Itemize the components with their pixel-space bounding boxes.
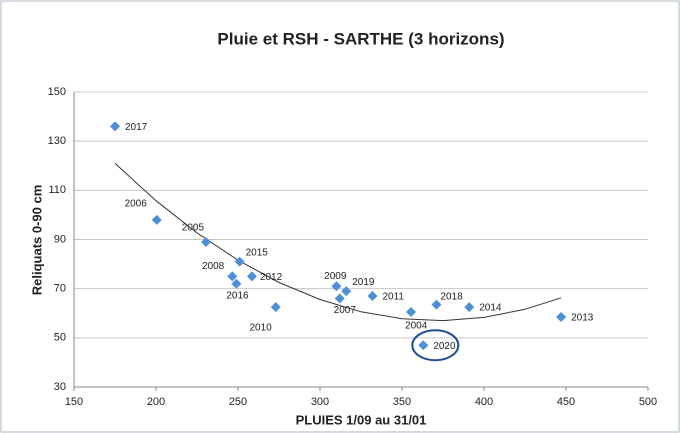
point (246, 271, 257, 282)
trendline (114, 162, 562, 322)
highlight-ellipse (411, 329, 460, 362)
x-axis-label: PLUIES 1/09 au 31/01 (296, 412, 427, 427)
x-tick-label: 350 (393, 396, 411, 408)
x-tick-label: 250 (229, 396, 247, 408)
point-label: 2018 (440, 291, 463, 302)
x-tick-label: 150 (65, 396, 83, 408)
y-tick-label: 130 (48, 135, 66, 147)
point-label: 2014 (479, 303, 502, 314)
point (227, 271, 238, 282)
point (464, 302, 475, 313)
point (341, 286, 352, 297)
point (331, 281, 342, 292)
point (556, 311, 567, 322)
y-tick-label: 70 (54, 283, 66, 295)
point-label: 2006 (125, 198, 148, 209)
point-label: 2008 (202, 261, 225, 272)
point (406, 307, 417, 318)
point-label: 2004 (405, 321, 428, 332)
x-tick-label: 300 (311, 396, 329, 408)
point (431, 299, 442, 310)
point (367, 291, 378, 302)
point-label: 2020 (433, 341, 456, 352)
y-tick-label: 30 (54, 381, 66, 393)
point-label: 2016 (226, 290, 249, 301)
x-tick-label: 200 (147, 396, 165, 408)
point-label: 2015 (246, 247, 269, 258)
point-label: 2019 (352, 277, 375, 288)
point (234, 256, 245, 267)
point-label: 2007 (334, 305, 357, 316)
point (270, 302, 281, 313)
point (110, 121, 120, 132)
point-label: 2009 (324, 271, 347, 282)
y-tick-label: 50 (54, 332, 66, 344)
chart-title: Pluie et RSH - SARTHE (3 horizons) (217, 29, 504, 48)
point-label: 2010 (249, 323, 272, 334)
y-tick-label: 150 (48, 86, 66, 98)
y-axis-label: Reliquats 0-90 cm (29, 185, 44, 296)
y-tick-label: 110 (48, 184, 66, 196)
x-tick-label: 450 (557, 396, 575, 408)
point-label: 2011 (382, 292, 404, 303)
x-tick-label: 500 (639, 396, 657, 408)
point-label: 2005 (182, 223, 205, 234)
point (151, 214, 162, 225)
x-tick-label: 400 (475, 396, 493, 408)
y-tick-label: 90 (54, 233, 66, 245)
point-label: 2013 (571, 313, 594, 324)
point (201, 236, 212, 247)
point (231, 278, 242, 289)
point-label: 2012 (260, 272, 283, 283)
point-label: 2017 (125, 122, 148, 133)
point (418, 340, 429, 351)
point (334, 293, 345, 304)
